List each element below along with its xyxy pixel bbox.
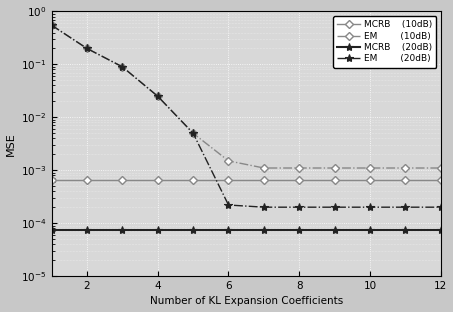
X-axis label: Number of KL Expansion Coefficients: Number of KL Expansion Coefficients [149, 296, 343, 306]
EM        (10dB) [403, 166, 408, 170]
EM        (10dB) [261, 166, 267, 170]
EM        (20dB) [120, 65, 125, 69]
Line: EM        (20dB): EM (20dB) [48, 21, 445, 211]
EM        (10dB) [297, 166, 302, 170]
MCRB    (20dB) [367, 228, 373, 232]
EM        (10dB) [226, 159, 231, 163]
MCRB    (20dB) [297, 228, 302, 232]
MCRB    (10dB) [226, 178, 231, 182]
EM        (20dB) [438, 205, 443, 209]
MCRB    (20dB) [226, 228, 231, 232]
EM        (20dB) [261, 205, 267, 209]
EM        (20dB) [84, 46, 90, 50]
MCRB    (20dB) [403, 228, 408, 232]
EM        (20dB) [49, 23, 54, 27]
MCRB    (20dB) [84, 228, 90, 232]
MCRB    (10dB) [49, 178, 54, 182]
EM        (10dB) [155, 94, 160, 98]
MCRB    (10dB) [120, 178, 125, 182]
EM        (20dB) [226, 203, 231, 207]
EM        (20dB) [367, 205, 373, 209]
EM        (20dB) [297, 205, 302, 209]
EM        (20dB) [190, 131, 196, 135]
MCRB    (10dB) [297, 178, 302, 182]
MCRB    (20dB) [332, 228, 337, 232]
Line: MCRB    (10dB): MCRB (10dB) [49, 177, 443, 183]
MCRB    (10dB) [367, 178, 373, 182]
MCRB    (20dB) [155, 228, 160, 232]
MCRB    (20dB) [49, 228, 54, 232]
MCRB    (20dB) [261, 228, 267, 232]
MCRB    (10dB) [190, 178, 196, 182]
MCRB    (20dB) [120, 228, 125, 232]
Line: MCRB    (20dB): MCRB (20dB) [48, 226, 445, 234]
MCRB    (10dB) [403, 178, 408, 182]
MCRB    (20dB) [190, 228, 196, 232]
EM        (20dB) [332, 205, 337, 209]
EM        (10dB) [332, 166, 337, 170]
Line: EM        (10dB): EM (10dB) [49, 22, 443, 171]
Y-axis label: MSE: MSE [5, 132, 15, 156]
Legend: MCRB    (10dB), EM        (10dB), MCRB    (20dB), EM        (20dB): MCRB (10dB), EM (10dB), MCRB (20dB), EM … [333, 16, 436, 68]
MCRB    (20dB) [438, 228, 443, 232]
EM        (20dB) [403, 205, 408, 209]
EM        (10dB) [84, 46, 90, 50]
EM        (10dB) [438, 166, 443, 170]
EM        (10dB) [367, 166, 373, 170]
EM        (10dB) [49, 23, 54, 27]
MCRB    (10dB) [84, 178, 90, 182]
EM        (10dB) [120, 65, 125, 69]
MCRB    (10dB) [438, 178, 443, 182]
MCRB    (10dB) [155, 178, 160, 182]
EM        (10dB) [190, 131, 196, 135]
EM        (20dB) [155, 94, 160, 98]
MCRB    (10dB) [261, 178, 267, 182]
MCRB    (10dB) [332, 178, 337, 182]
